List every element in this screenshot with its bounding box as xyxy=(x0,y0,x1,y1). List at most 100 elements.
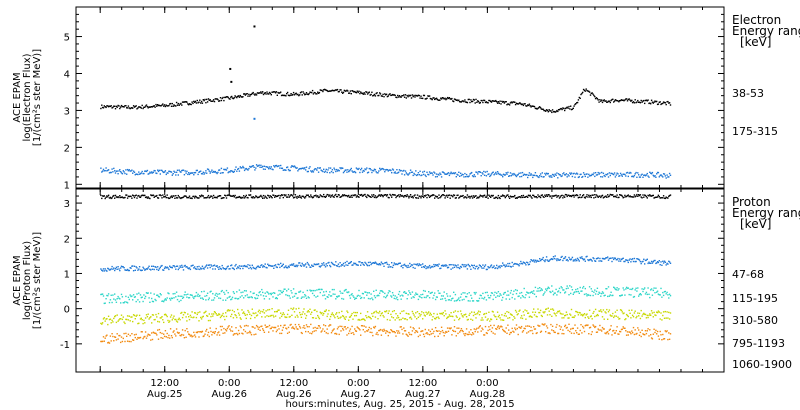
data-point xyxy=(564,196,566,198)
data-point xyxy=(646,258,648,260)
data-point xyxy=(358,167,360,170)
data-point xyxy=(588,259,591,261)
data-point xyxy=(418,313,420,315)
data-point xyxy=(350,167,352,170)
data-point xyxy=(176,104,179,106)
data-point xyxy=(607,101,609,103)
data-point xyxy=(520,317,522,319)
data-point xyxy=(554,255,556,257)
data-point xyxy=(417,197,420,199)
data-point xyxy=(382,168,384,170)
data-point xyxy=(169,299,172,301)
data-point xyxy=(311,332,313,335)
data-point xyxy=(299,168,301,170)
data-point xyxy=(262,291,264,294)
data-point xyxy=(220,329,223,331)
data-point xyxy=(168,292,170,295)
data-point xyxy=(343,290,346,292)
data-point xyxy=(339,262,341,264)
data-point xyxy=(519,102,521,104)
data-point xyxy=(581,92,583,95)
data-point xyxy=(270,293,272,296)
data-point xyxy=(266,197,268,199)
data-point xyxy=(646,172,648,175)
data-point xyxy=(613,195,615,198)
data-point xyxy=(549,195,551,198)
data-point xyxy=(239,296,241,298)
data-point xyxy=(286,91,289,94)
data-point xyxy=(264,168,266,170)
data-point xyxy=(511,196,513,198)
data-point xyxy=(200,297,202,299)
data-point xyxy=(132,339,135,341)
data-point xyxy=(218,169,220,171)
data-point xyxy=(279,332,281,335)
data-point xyxy=(209,327,211,329)
data-point xyxy=(372,95,374,97)
data-point xyxy=(483,298,485,300)
data-point xyxy=(463,197,465,199)
data-point xyxy=(614,195,617,197)
data-point xyxy=(434,298,437,301)
data-point xyxy=(437,316,439,318)
data-point xyxy=(137,173,139,176)
data-point xyxy=(318,167,321,169)
data-point xyxy=(611,315,613,317)
data-point xyxy=(425,98,427,100)
data-point xyxy=(119,269,121,272)
data-point xyxy=(537,194,539,196)
data-point xyxy=(443,315,445,317)
data-point xyxy=(333,264,335,266)
data-point xyxy=(539,175,541,177)
data-point xyxy=(323,168,325,170)
data-point xyxy=(539,196,542,199)
data-point xyxy=(507,171,509,174)
data-point xyxy=(482,196,484,198)
data-point xyxy=(429,97,432,100)
data-point xyxy=(659,330,661,333)
data-point xyxy=(468,98,470,101)
data-point xyxy=(381,167,383,170)
data-point xyxy=(181,196,184,199)
data-point xyxy=(105,106,107,109)
data-point xyxy=(637,312,639,314)
data-point xyxy=(204,266,206,269)
data-point xyxy=(333,288,335,291)
data-point xyxy=(546,327,549,329)
data-point xyxy=(159,317,161,319)
data-point xyxy=(570,332,573,334)
data-point xyxy=(570,286,573,288)
data-point xyxy=(278,309,280,311)
data-point xyxy=(326,193,328,196)
data-point xyxy=(249,194,251,196)
data-point xyxy=(473,99,475,101)
data-point xyxy=(509,102,512,104)
data-point xyxy=(342,262,345,265)
data-point xyxy=(445,195,447,197)
data-point xyxy=(227,326,229,328)
data-point xyxy=(216,98,218,100)
data-point xyxy=(580,196,582,199)
data-point xyxy=(563,289,565,291)
data-point xyxy=(329,264,331,267)
data-point xyxy=(417,94,420,96)
data-point xyxy=(343,265,346,267)
data-point xyxy=(623,327,625,329)
data-point xyxy=(593,172,595,174)
data-point xyxy=(114,315,117,317)
data-point xyxy=(505,195,507,198)
data-point xyxy=(286,313,289,316)
data-point xyxy=(424,265,426,267)
data-point xyxy=(506,294,508,296)
data-point xyxy=(383,265,385,267)
data-point xyxy=(459,329,462,332)
data-point xyxy=(102,107,105,109)
data-point xyxy=(576,101,579,104)
data-point xyxy=(269,195,272,197)
data-point xyxy=(396,330,398,332)
data-point xyxy=(322,195,324,198)
data-point xyxy=(634,99,636,101)
data-point xyxy=(481,267,483,269)
data-point xyxy=(576,327,579,329)
data-point xyxy=(388,197,390,199)
